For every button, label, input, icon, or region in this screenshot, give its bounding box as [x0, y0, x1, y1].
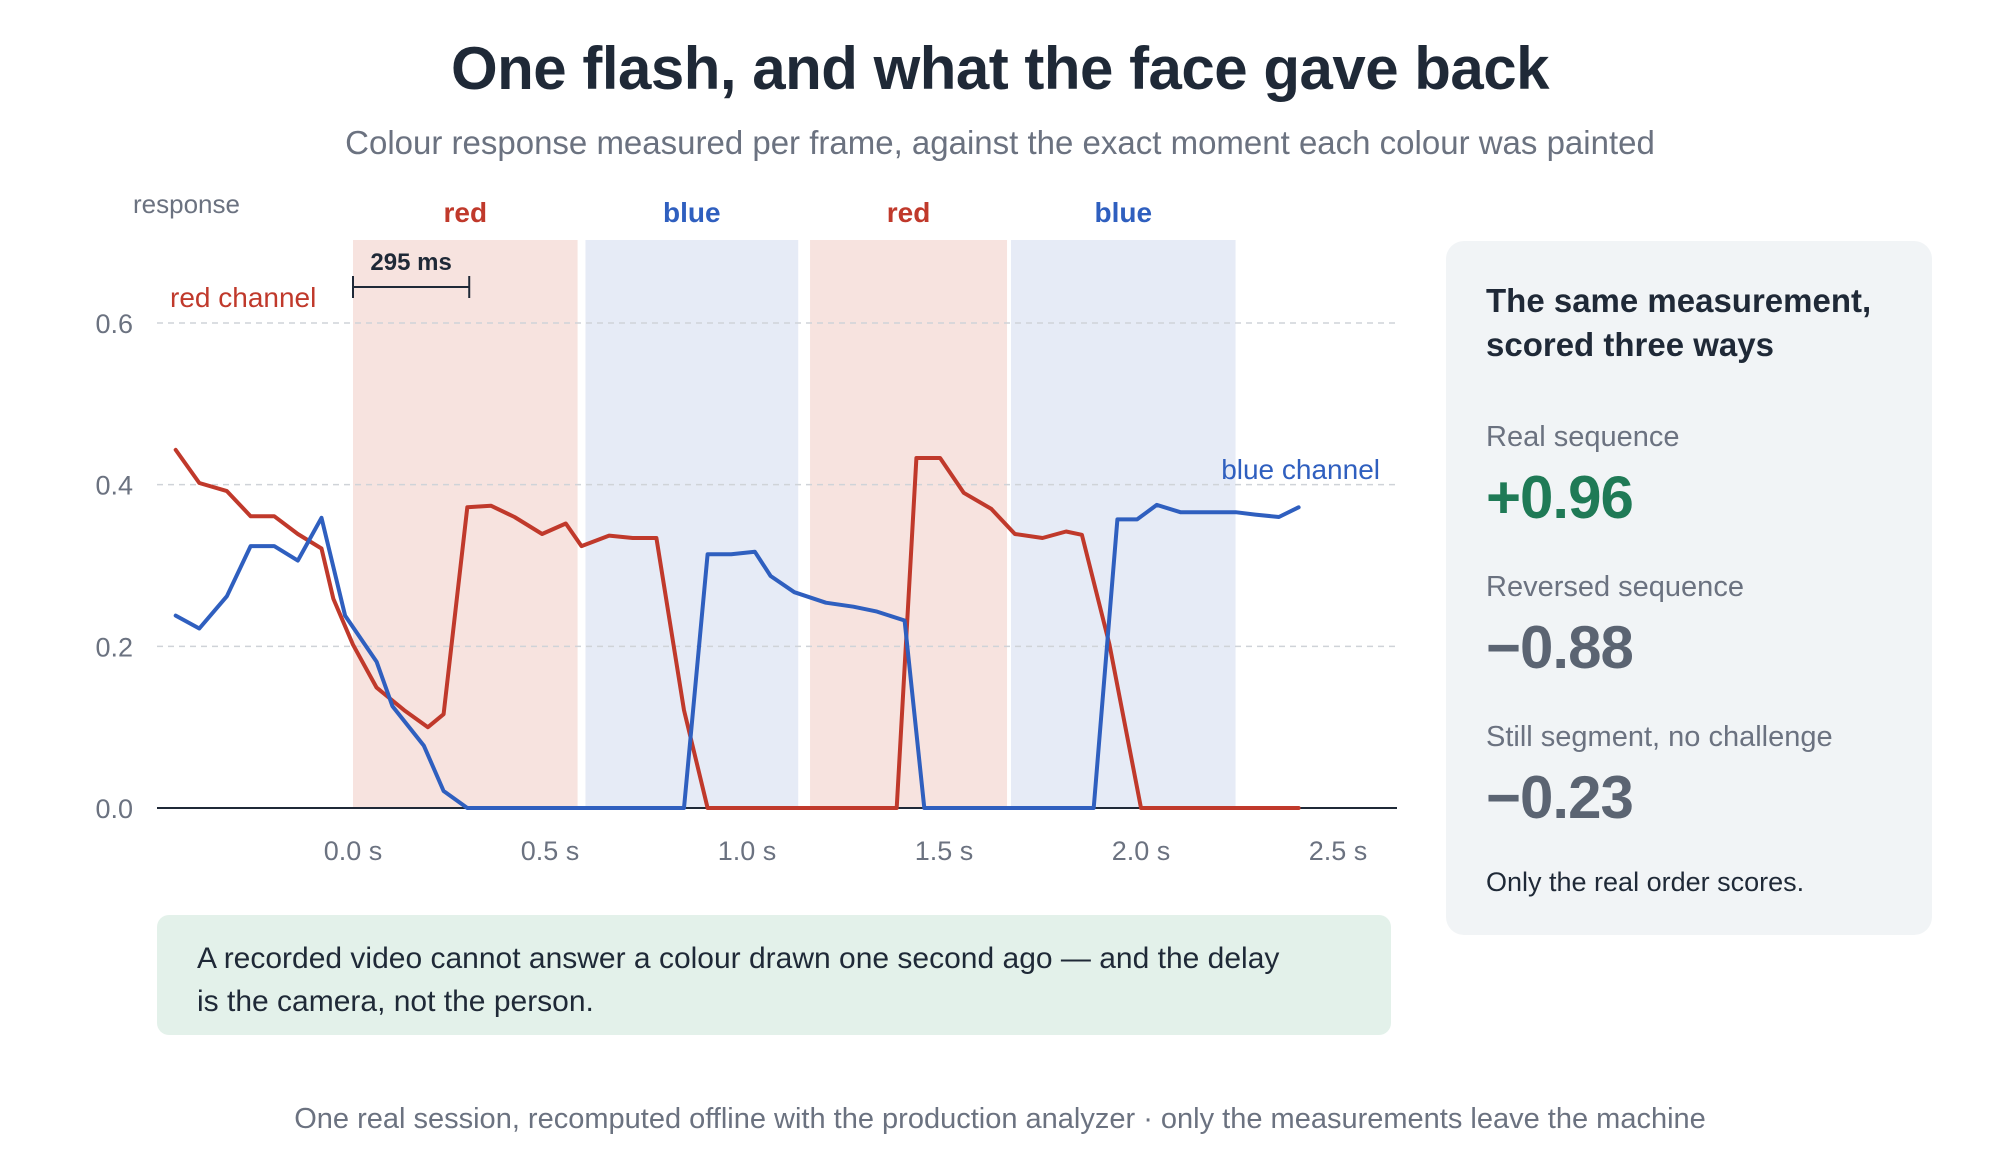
x-tick-label: 2.5 s [1309, 836, 1368, 866]
label-layer: red blue red blue red channel blue channel 295… [170, 197, 1380, 485]
grid-layer [157, 322, 1397, 648]
callout-text: A recorded video cannot answer a colour … [197, 942, 1280, 1018]
x-tick-label: 1.5 s [915, 836, 974, 866]
y-tick-label: 0.0 [95, 794, 133, 824]
metric-label-reversed: Reversed sequence [1486, 571, 1744, 603]
series-label-blue: blue channel [1221, 454, 1380, 485]
series-line-blue [173, 502, 1301, 810]
metric-label-still: Still segment, no challenge [1486, 721, 1833, 753]
x-tick-label: 1.0 s [718, 836, 777, 866]
panel-heading: The same measurement, scored three ways [1486, 282, 1872, 363]
y-tick-label: 0.2 [95, 632, 133, 662]
chart-title: One flash, and what the face gave back [450, 35, 1550, 102]
panel-footnote: Only the real order scores. [1486, 867, 1805, 897]
band-label-red: red [444, 197, 488, 228]
metric-value-reversed: −0.88 [1486, 614, 1634, 681]
y-axis-label: response [133, 189, 240, 219]
y-tick-label: 0.4 [95, 471, 133, 501]
series-line-red [173, 447, 1301, 810]
color-band-red [810, 240, 1008, 808]
band-label-blue: blue [1094, 197, 1152, 228]
series-layer [173, 447, 1301, 810]
y-tick-label: 0.6 [95, 309, 133, 339]
band-label-blue: blue [663, 197, 721, 228]
x-tick-label: 2.0 s [1112, 836, 1171, 866]
chart-subtitle: Colour response measured per frame, agai… [345, 124, 1655, 161]
metric-value-still: −0.23 [1486, 764, 1634, 831]
footer-note: One real session, recomputed offline wit… [294, 1103, 1706, 1135]
callout-box: A recorded video cannot answer a colour … [157, 915, 1391, 1035]
band-label-red: red [887, 197, 931, 228]
x-tick-label: 0.5 s [521, 836, 580, 866]
score-panel: The same measurement, scored three ways … [1446, 241, 1932, 935]
x-tick-label: 0.0 s [324, 836, 383, 866]
metric-label-real: Real sequence [1486, 421, 1680, 453]
delay-label: 295 ms [370, 249, 451, 276]
series-label-red: red channel [170, 282, 316, 313]
metric-value-real: +0.96 [1486, 464, 1634, 531]
bands-layer [353, 240, 1236, 808]
axis-layer: 0.0 0.2 0.4 0.6 0.0 s 0.5 s 1.0 s 1.5 s 2.0 s 2.5… [95, 189, 1397, 866]
